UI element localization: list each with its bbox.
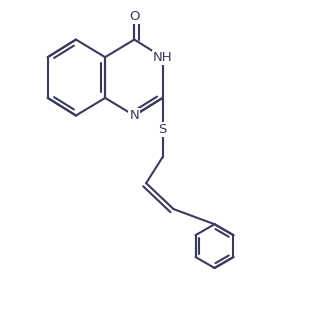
Text: NH: NH bbox=[153, 51, 172, 64]
Text: O: O bbox=[129, 10, 140, 23]
Text: N: N bbox=[130, 109, 139, 122]
Text: S: S bbox=[158, 123, 167, 136]
